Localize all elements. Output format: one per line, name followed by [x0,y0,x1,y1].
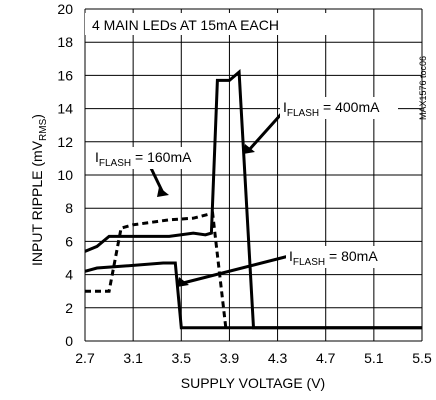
annotations: IFLASH = 400mA IFLASH = 160mA IFLASH = 80m… [92,97,398,287]
y-tick-label: 16 [57,67,73,83]
y-tick-label: 12 [57,134,73,150]
y-tick-label: 20 [57,1,73,17]
series-label-leader-2 [182,254,290,285]
title-box [85,13,338,35]
y-axis-title-sub: RMS [38,118,49,141]
series-line-0 [84,68,422,330]
y-tick-label: 18 [57,34,73,50]
tick-labels: 2.7 3.1 3.5 3.9 4.3 4.7 5.1 5.5 0 2 4 6 8 10 12 14 16 18 2… [57,1,432,366]
series-label-arrowhead-0 [243,144,255,154]
y-tick-label: 14 [57,101,73,117]
y-axis-title: INPUT RIPPLE (mVRMS) [29,114,49,266]
series-label-arrowhead-2 [177,277,189,287]
x-tick-label: 3.1 [123,350,143,366]
series-label-leader-0 [247,110,285,152]
y-tick-label: 6 [65,233,73,249]
x-tick-label: 2.7 [75,350,95,366]
y-tick-label: 10 [57,167,73,183]
series-label-box-1 [92,147,210,169]
x-tick-label: 5.1 [364,350,384,366]
series-line-1 [85,211,228,328]
x-tick-label: 3.5 [172,350,192,366]
x-tick-label: 5.5 [412,350,432,366]
x-tick-label: 3.9 [220,350,240,366]
x-axis-title: SUPPLY VOLTAGE (V) [181,375,325,391]
series-lines [84,68,422,330]
x-tick-label: 4.3 [268,350,288,366]
series-label-box-0 [280,97,398,119]
chart-title: 4 MAIN LEDs AT 15mA EACH [92,17,279,33]
series-label-0: IFLASH = 400mA [283,99,380,119]
series-line-2 [84,261,422,330]
series-label-1: IFLASH = 160mA [95,149,192,169]
x-tick-label: 4.7 [316,350,336,366]
figure-id-label: MAX1576 toc06 [418,56,428,120]
series-label-2: IFLASH = 80mA [289,248,378,268]
grid [84,8,423,342]
series-label-arrowhead-1 [157,187,169,197]
series-label-box-2 [286,246,390,268]
y-tick-label: 4 [65,267,73,283]
y-tick-label: 0 [65,333,73,349]
y-tick-label: 8 [65,200,73,216]
y-tick-label: 2 [65,300,73,316]
